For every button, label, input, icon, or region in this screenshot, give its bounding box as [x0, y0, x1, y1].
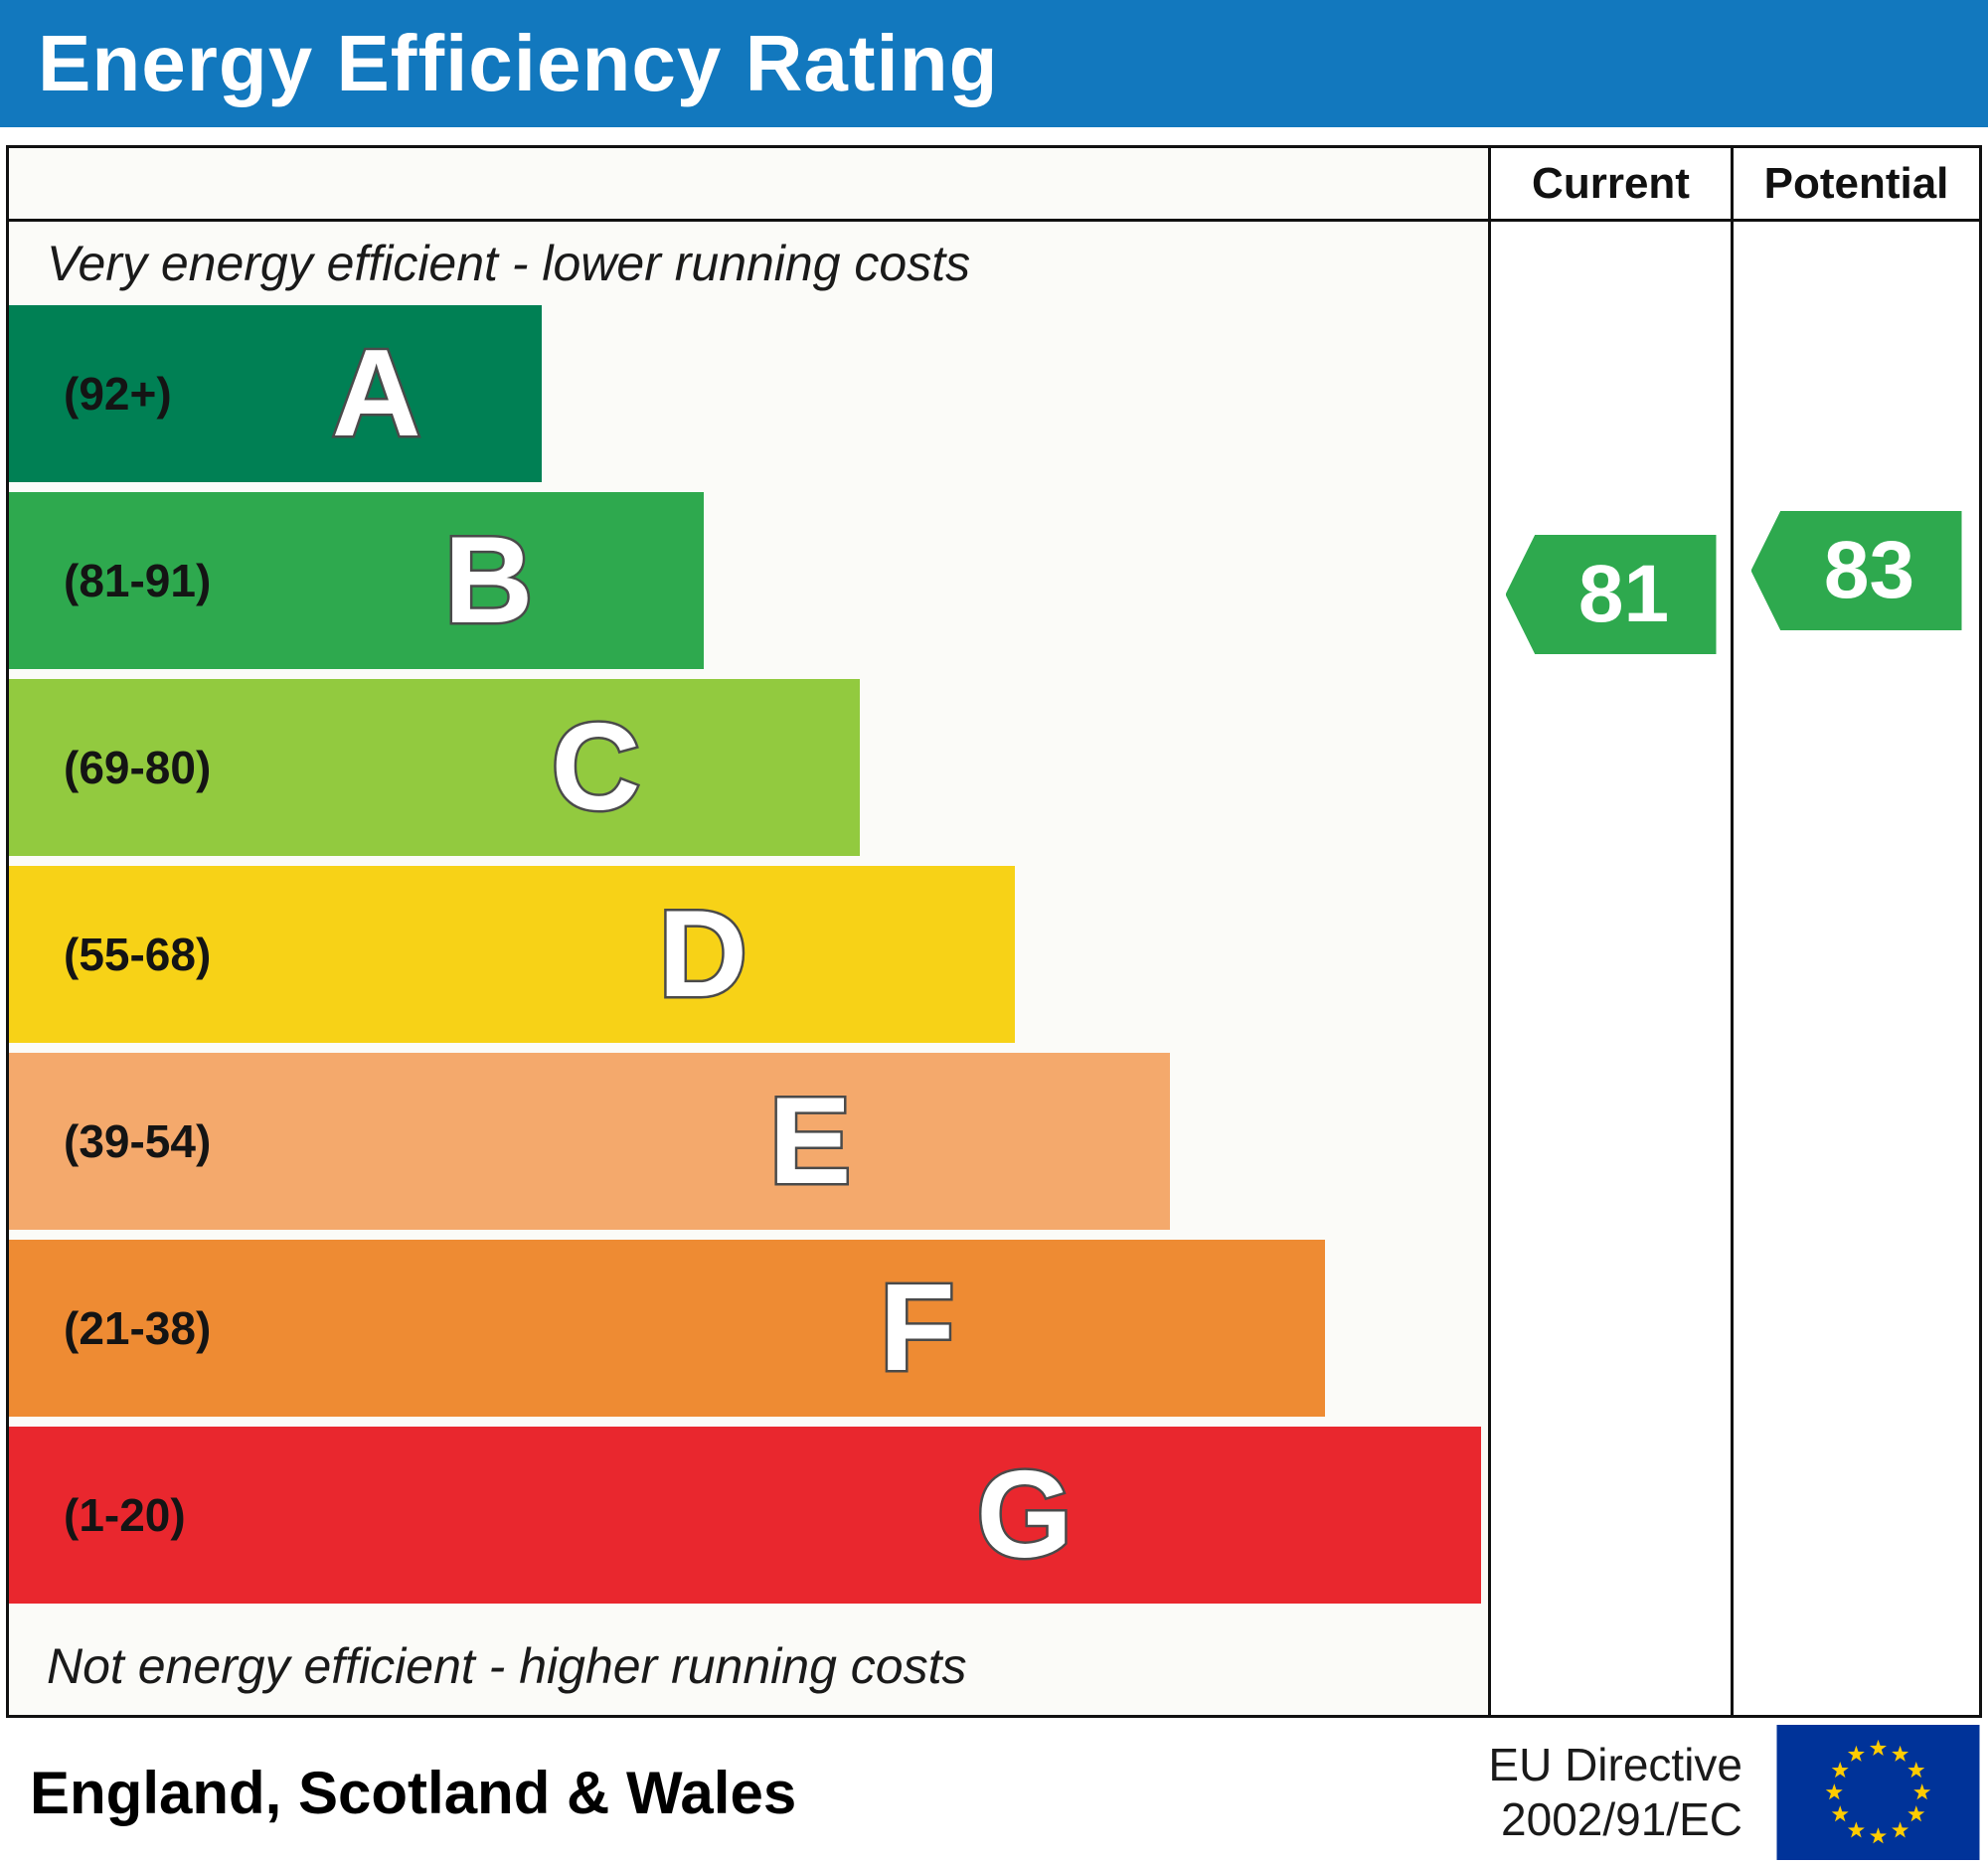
page-title: Energy Efficiency Rating [38, 19, 999, 107]
band-letter: D [656, 886, 750, 1023]
footer-right: EU Directive 2002/91/EC [1488, 1725, 1980, 1860]
band-letter: A [329, 325, 423, 462]
band-bar-b: (81-91) B [9, 492, 705, 669]
band-letter: F [877, 1260, 957, 1397]
eu-directive-line1: EU Directive [1488, 1738, 1742, 1790]
band-range-label: (81-91) [64, 555, 212, 606]
band-range-label: (92+) [64, 368, 172, 420]
potential-rating-value: 83 [1823, 525, 1915, 615]
potential-rating-badge: 83 [1750, 511, 1962, 630]
band-range-label: (69-80) [64, 742, 212, 793]
current-column-header: Current [1488, 148, 1731, 222]
title-bar: Energy Efficiency Rating [0, 0, 1988, 127]
band-letter: B [441, 512, 536, 649]
band-bar-e: (39-54) E [9, 1053, 1171, 1230]
eu-directive-label: EU Directive 2002/91/EC [1488, 1738, 1742, 1847]
current-column: 81 [1488, 222, 1731, 1715]
top-note: Very energy efficient - lower running co… [47, 236, 971, 291]
current-rating-value: 81 [1577, 549, 1670, 639]
band-range-label: (1-20) [64, 1489, 186, 1541]
band-bar-g: (1-20) G [9, 1427, 1481, 1604]
bands-area: Very energy efficient - lower running co… [9, 222, 1488, 1715]
band-bar-a: (92+) A [9, 305, 542, 482]
band-letter: G [974, 1446, 1075, 1584]
bottom-note: Not energy efficient - higher running co… [47, 1638, 967, 1694]
band-letter: E [766, 1073, 854, 1210]
energy-rating-chart: Current Potential Very energy efficient … [6, 145, 1982, 1718]
band-range-label: (55-68) [64, 929, 212, 980]
band-bar-d: (55-68) D [9, 866, 1015, 1043]
band-bar-f: (21-38) F [9, 1240, 1326, 1417]
eu-flag-icon [1776, 1725, 1980, 1860]
header-spacer [9, 148, 1488, 222]
band-bar-c: (69-80) C [9, 679, 860, 856]
region-label: England, Scotland & Wales [30, 1759, 797, 1826]
footer: England, Scotland & Wales EU Directive 2… [0, 1718, 1988, 1867]
band-range-label: (39-54) [64, 1115, 212, 1167]
band-letter: C [549, 699, 643, 836]
band-range-label: (21-38) [64, 1302, 212, 1354]
current-rating-badge: 81 [1505, 535, 1717, 654]
eu-directive-line2: 2002/91/EC [1501, 1793, 1742, 1845]
potential-column-header: Potential [1731, 148, 1979, 222]
potential-column: 83 [1731, 222, 1979, 1715]
